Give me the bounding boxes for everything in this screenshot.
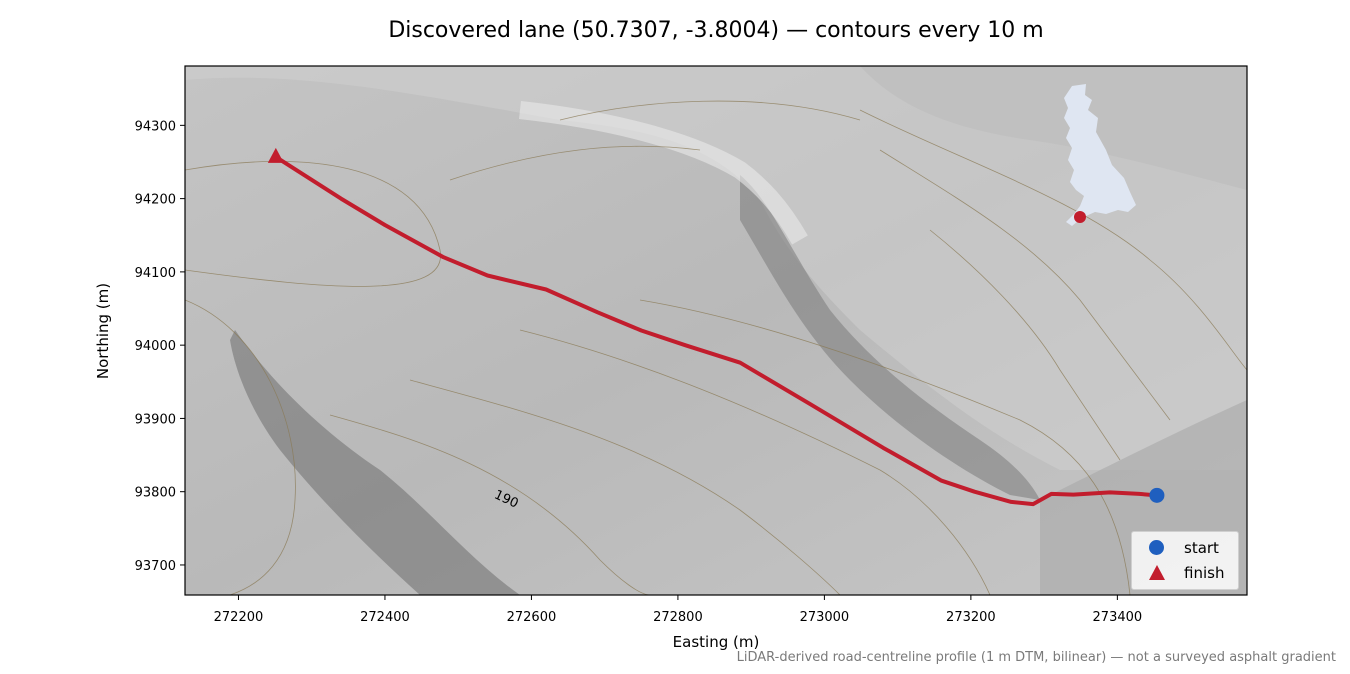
route-line (273, 154, 1159, 507)
great-britain-outline (1064, 84, 1136, 226)
inset-location-marker (1074, 211, 1086, 223)
x-tick-label: 273200 (946, 610, 996, 625)
legend-item-start[interactable]: start (1140, 537, 1219, 559)
x-axis-label: Easting (m) (673, 633, 760, 651)
legend-label-start: start (1184, 539, 1219, 557)
x-tick-label: 273000 (800, 610, 850, 625)
x-tick-label: 273400 (1093, 610, 1143, 625)
y-tick-label: 93900 (135, 412, 176, 427)
y-axis-ticks: 93700 93800 93900 94000 94100 94200 94300 (135, 119, 185, 574)
y-tick-label: 94200 (135, 193, 176, 208)
x-tick-label: 272200 (214, 610, 264, 625)
x-axis-ticks: 272200 272400 272600 272800 273000 273200 2734… (214, 595, 1143, 625)
start-marker[interactable] (1149, 487, 1165, 503)
finish-marker[interactable] (267, 147, 284, 163)
y-axis-label: Northing (m) (94, 283, 112, 379)
y-tick-label: 93700 (135, 559, 176, 574)
y-tick-label: 94100 (135, 266, 176, 281)
start-legend-icon (1149, 540, 1164, 555)
legend-item-finish[interactable]: finish (1140, 562, 1224, 584)
x-tick-label: 272600 (507, 610, 557, 625)
footnote: LiDAR-derived road-centreline profile (1… (736, 650, 1336, 665)
legend-label-finish: finish (1184, 564, 1225, 582)
y-tick-label: 94300 (135, 119, 176, 134)
y-tick-label: 94000 (135, 339, 176, 354)
x-tick-label: 272400 (360, 610, 410, 625)
hillshade-raster: 190 (185, 66, 1247, 595)
map-frame (184, 65, 1248, 596)
inset-uk-map (1064, 84, 1136, 226)
map-title: Discovered lane (50.7307, -3.8004) — con… (388, 18, 1044, 43)
y-tick-label: 93800 (135, 486, 176, 501)
legend: start finish (1131, 531, 1239, 590)
x-tick-label: 272800 (653, 610, 703, 625)
contour-lines (185, 100, 1247, 595)
finish-legend-icon (1149, 565, 1165, 580)
